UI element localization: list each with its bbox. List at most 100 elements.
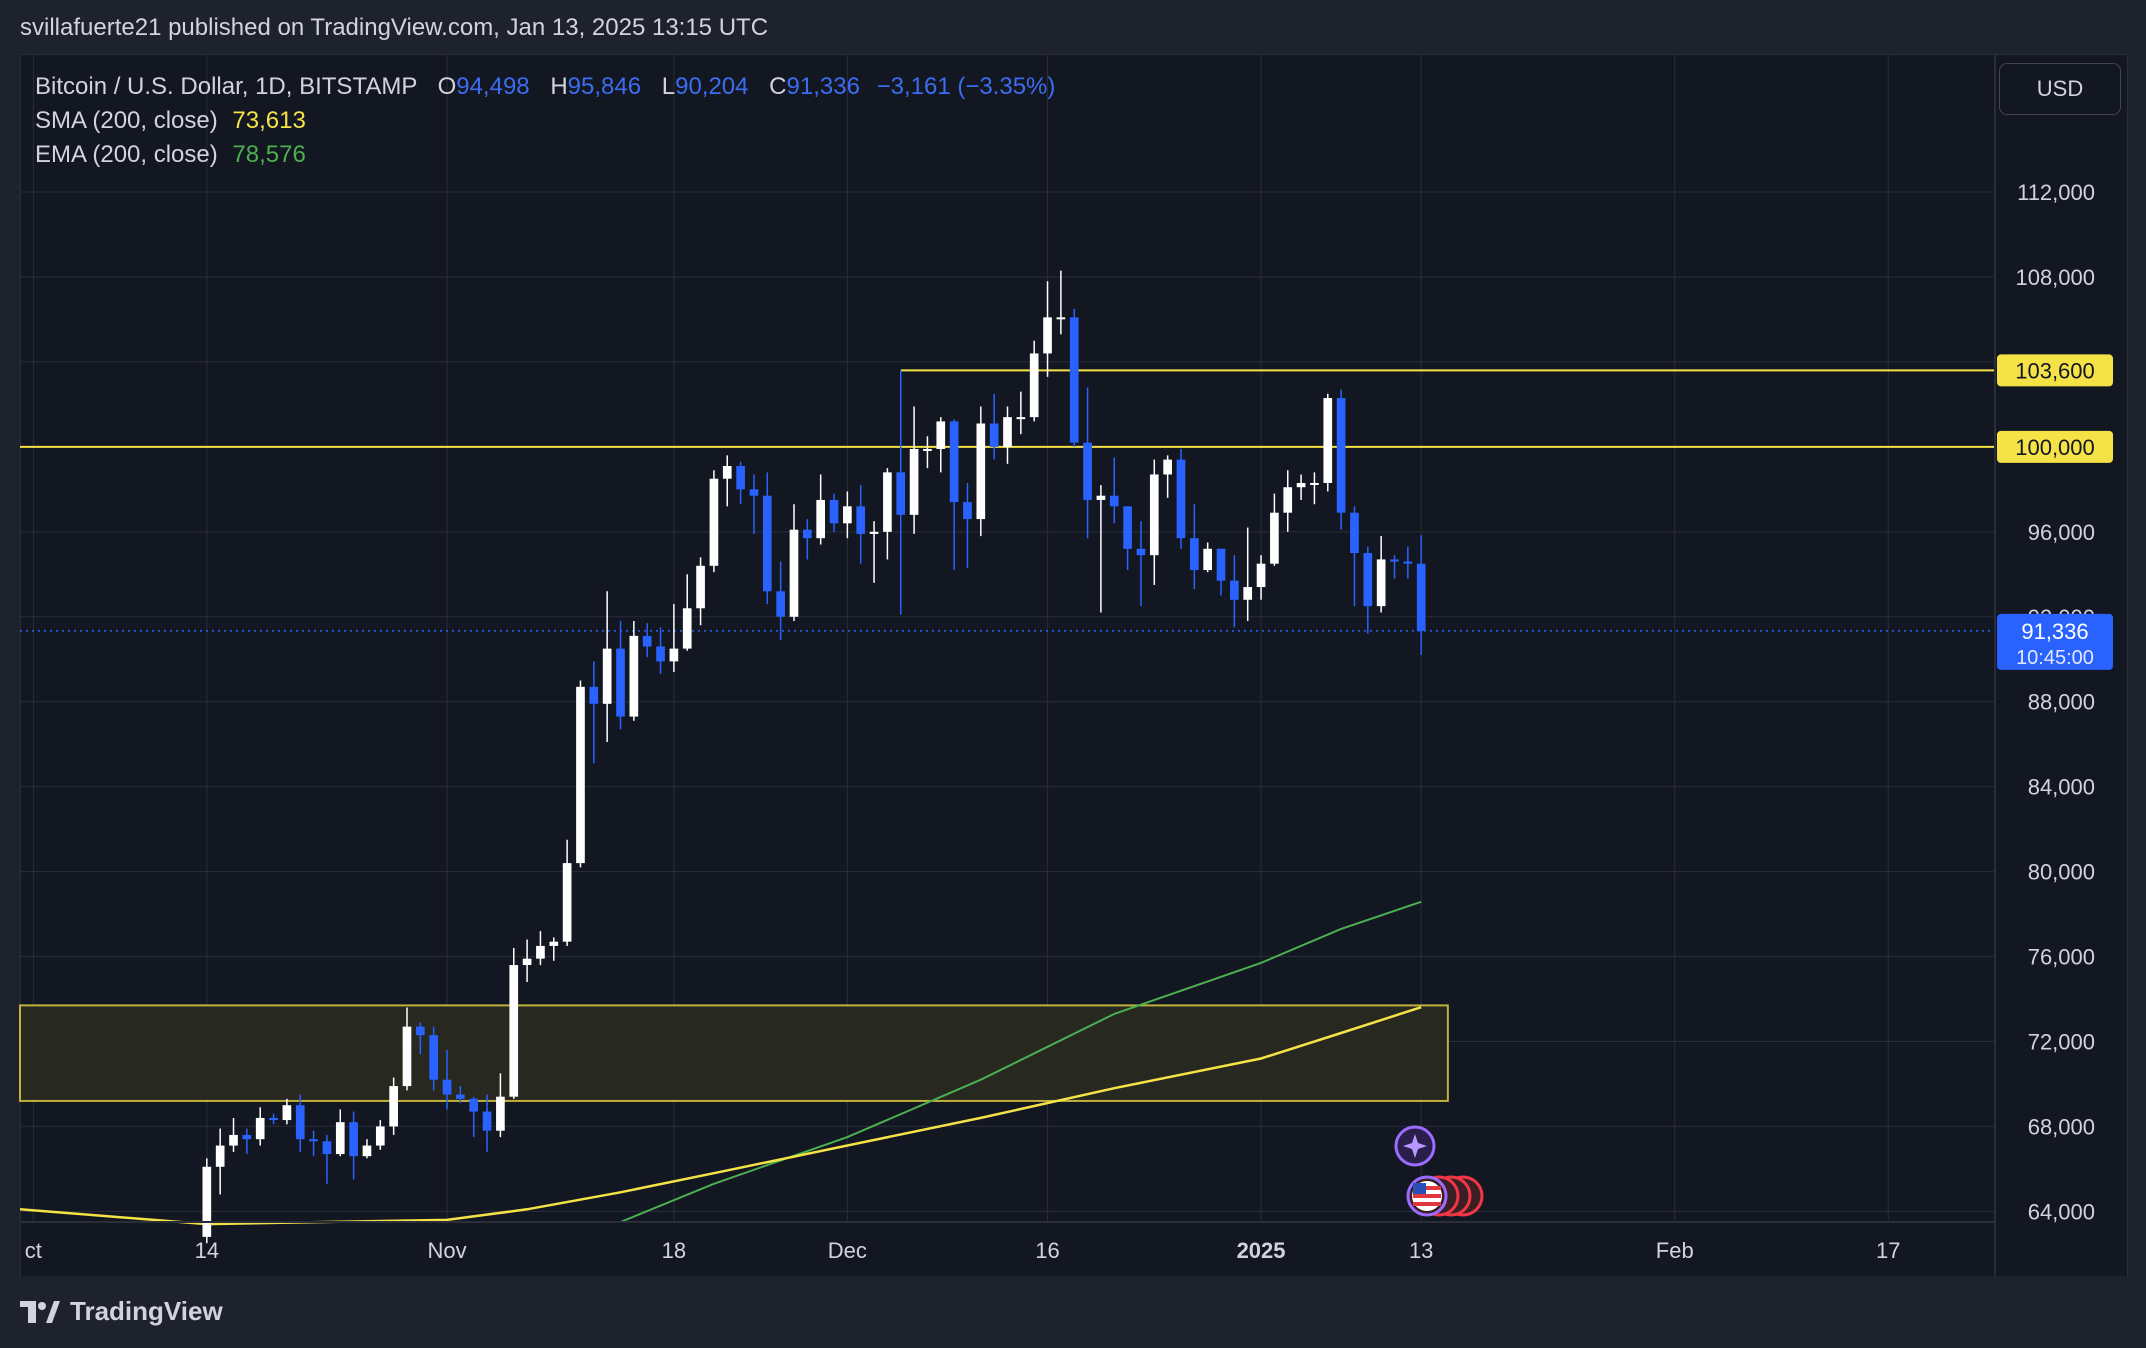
- candle-body: [616, 648, 625, 717]
- close-value: 91,336: [786, 73, 860, 100]
- us-flag-icon[interactable]: [1412, 1181, 1442, 1211]
- candle-body: [1083, 442, 1092, 500]
- price-tick-label: 68,000: [2028, 1114, 2095, 1139]
- candle: [1029, 340, 1039, 422]
- candle-body: [309, 1139, 318, 1142]
- candle: [722, 455, 732, 507]
- candle: [1270, 493, 1279, 566]
- tradingview-mark-icon: [20, 1300, 60, 1323]
- candle: [629, 621, 639, 721]
- candle: [896, 370, 906, 615]
- candle-body: [375, 1126, 385, 1146]
- candle: [976, 406, 986, 537]
- candle: [869, 521, 879, 583]
- candle: [1416, 535, 1426, 655]
- candle-body: [469, 1098, 479, 1112]
- candle: [536, 931, 545, 966]
- price-axis[interactable]: 112,000108,000104,000100,00096,00092,000…: [2015, 180, 2095, 1224]
- candle-body: [1056, 317, 1066, 320]
- candle-body: [536, 945, 545, 959]
- candle: [909, 406, 919, 534]
- candle-body: [682, 608, 692, 649]
- candle: [1230, 555, 1239, 628]
- change-value: −3,161 (−3.35%): [876, 73, 1056, 100]
- candle: [963, 482, 972, 568]
- candle-body: [1163, 459, 1172, 475]
- candle-body: [562, 863, 572, 942]
- candle-body: [1203, 548, 1213, 571]
- price-tick-label: 76,000: [2028, 945, 2095, 970]
- candle: [1176, 448, 1186, 549]
- candles: [202, 270, 1426, 1244]
- candle: [362, 1139, 372, 1159]
- event-markers[interactable]: [1394, 1125, 1484, 1217]
- ema-row[interactable]: EMA (200, close) 78,576: [35, 138, 1055, 172]
- candle-body: [843, 506, 852, 524]
- candle-body: [602, 648, 612, 704]
- level-tag-bg: [1997, 354, 2113, 387]
- candle: [309, 1130, 318, 1157]
- sparkle-icon: [1403, 1134, 1427, 1158]
- candle-body: [736, 465, 745, 490]
- candle: [496, 1073, 505, 1138]
- candle: [1376, 536, 1386, 613]
- candle-body: [963, 502, 972, 520]
- currency-button[interactable]: USD: [1999, 63, 2121, 115]
- candle-body: [322, 1141, 332, 1155]
- candle-body: [402, 1026, 412, 1087]
- candle-body: [269, 1117, 278, 1121]
- candle: [229, 1117, 238, 1152]
- tradingview-logo[interactable]: TradingView: [20, 1296, 223, 1327]
- candle: [589, 661, 599, 764]
- candle: [469, 1096, 479, 1138]
- candle-body: [389, 1086, 398, 1127]
- candle: [416, 1022, 425, 1055]
- published-line: svillafuerte21 published on TradingView.…: [20, 14, 769, 41]
- symbol-row: Bitcoin / U.S. Dollar, 1D, BITSTAMP O94,…: [35, 70, 1055, 104]
- candle: [202, 1158, 212, 1244]
- candle: [1083, 387, 1092, 539]
- price-tick-label: 84,000: [2028, 775, 2095, 800]
- candle: [1216, 548, 1226, 596]
- time-tick-label: Feb: [1656, 1238, 1694, 1263]
- brand-name: TradingView: [70, 1296, 223, 1326]
- time-axis[interactable]: ct 14 Nov 18 Dec 16 2025 13 Feb 17: [25, 1238, 1901, 1263]
- sma-row[interactable]: SMA (200, close) 73,613: [35, 104, 1055, 138]
- level-price-tags: 103,600 100,000: [1997, 354, 2113, 463]
- candle: [1189, 504, 1199, 590]
- candle: [1323, 393, 1333, 492]
- candle: [242, 1128, 252, 1155]
- candle-body: [1189, 538, 1199, 571]
- symbol-name[interactable]: Bitcoin / U.S. Dollar, 1D, BITSTAMP: [35, 73, 417, 100]
- candle-body: [1363, 553, 1373, 607]
- candle: [335, 1109, 345, 1157]
- candle-body: [576, 686, 585, 864]
- candle-body: [1069, 317, 1079, 443]
- level-tag-label: 100,000: [2015, 435, 2095, 460]
- candle-body: [976, 423, 986, 520]
- candle-body: [349, 1122, 358, 1157]
- candle-body: [709, 478, 719, 566]
- low-label: L: [661, 73, 676, 100]
- candle-body: [456, 1094, 465, 1099]
- candle-body: [1003, 417, 1012, 447]
- candle-body: [696, 565, 705, 609]
- candle-body: [1096, 495, 1106, 500]
- candle: [883, 468, 892, 560]
- candle: [389, 1077, 398, 1135]
- chart-legend: Bitcoin / U.S. Dollar, 1D, BITSTAMP O94,…: [35, 70, 1055, 172]
- candle-body: [282, 1105, 292, 1121]
- candle-body: [1416, 563, 1426, 631]
- candle: [776, 561, 785, 641]
- ema-value: 78,576: [232, 141, 306, 168]
- candle: [1296, 474, 1306, 500]
- candle: [1123, 506, 1132, 571]
- candle-body: [509, 965, 519, 1097]
- candle-body: [749, 489, 759, 496]
- price-tick-label: 64,000: [2028, 1199, 2095, 1224]
- candle-body: [669, 648, 679, 662]
- candle: [709, 470, 719, 573]
- candle-body: [896, 472, 906, 515]
- price-tick-label: 96,000: [2028, 520, 2095, 545]
